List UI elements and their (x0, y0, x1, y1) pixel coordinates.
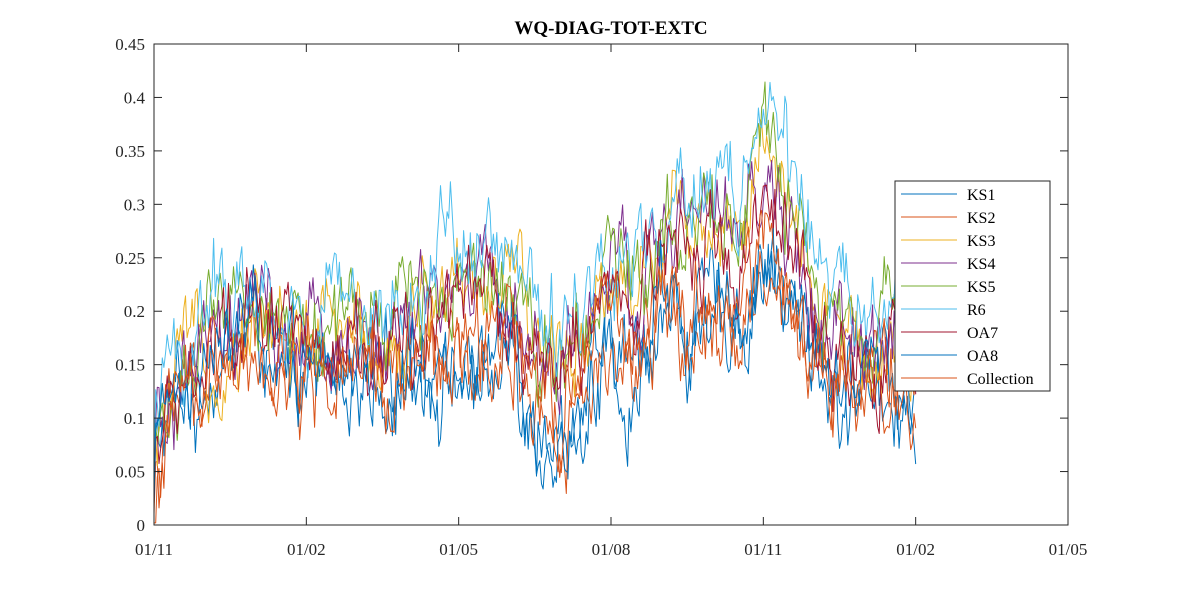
legend[interactable]: KS1 KS2 KS3 KS4 KS5 R6 OA7 OA8 Collection (894, 180, 1051, 392)
y-tick-label: 0.15 (115, 356, 145, 375)
series-line-collection (154, 209, 917, 524)
x-tick-label: 01/05 (1049, 540, 1088, 559)
y-tick-label: 0.45 (115, 35, 145, 54)
x-tick-label: 01/11 (744, 540, 782, 559)
legend-label: OA8 (967, 348, 998, 365)
y-tick-label: 0.2 (124, 302, 145, 321)
plot-series (153, 81, 917, 524)
axis-ticks: 0 0.05 0.1 0.15 0.2 0.25 0.3 0.35 0.4 0.45 01/11 01… (115, 35, 1087, 559)
x-tick-label: 01/05 (439, 540, 478, 559)
legend-label: KS2 (967, 210, 995, 227)
legend-label: KS5 (967, 279, 995, 296)
y-tick-label: 0.25 (115, 249, 145, 268)
x-tick-label: 01/02 (896, 540, 935, 559)
legend-label: KS1 (967, 187, 995, 204)
series-line-r6 (153, 81, 917, 472)
legend-label: Collection (967, 371, 1034, 388)
x-tick-label: 01/08 (592, 540, 631, 559)
legend-label: KS3 (967, 233, 995, 250)
legend-label: R6 (967, 302, 986, 319)
y-tick-label: 0 (137, 516, 146, 535)
y-tick-label: 0.3 (124, 195, 145, 214)
y-tick-label: 0.1 (124, 409, 145, 428)
chart-title: WQ-DIAG-TOT-EXTC (514, 18, 707, 39)
x-tick-label: 01/02 (287, 540, 326, 559)
y-tick-label: 0.05 (115, 463, 145, 482)
y-tick-label: 0.4 (124, 88, 146, 107)
legend-label: OA7 (967, 325, 998, 342)
y-tick-label: 0.35 (115, 142, 145, 161)
series-line-oa7 (153, 184, 917, 504)
legend-label: KS4 (967, 256, 995, 273)
series-line-ks2 (153, 251, 917, 515)
x-tick-label: 01/11 (135, 540, 173, 559)
